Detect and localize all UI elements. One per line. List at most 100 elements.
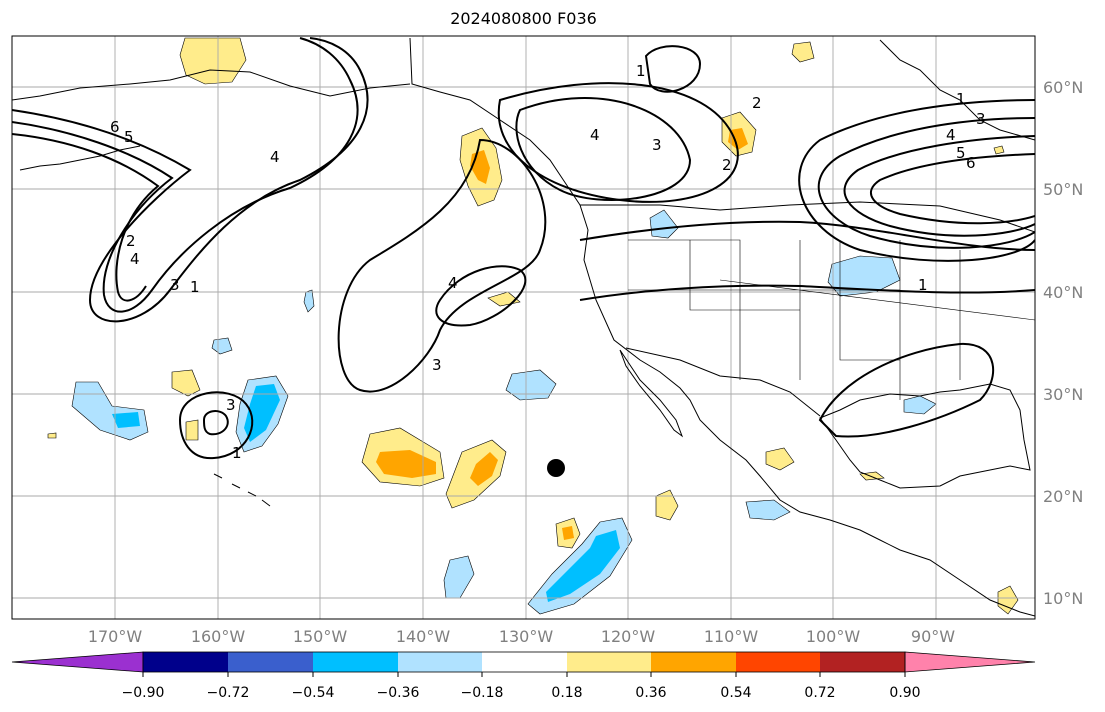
lon-label: 140°W bbox=[396, 627, 451, 646]
contour-line bbox=[12, 37, 359, 313]
positive-area bbox=[655, 489, 679, 521]
colorbar-tick-label: −0.90 bbox=[122, 685, 165, 701]
contour-label-group: 6 5 4 2 4 3 1 4 3 4 3 2 2 1 1 3 4 5 6 1 … bbox=[110, 62, 986, 462]
lon-label: 130°W bbox=[499, 627, 554, 646]
contour-line bbox=[337, 138, 547, 393]
contour-label: 6 bbox=[110, 118, 120, 136]
positive-area bbox=[791, 41, 815, 63]
contour-label: 1 bbox=[232, 444, 242, 462]
contour-label: 1 bbox=[636, 62, 646, 80]
lon-label: 110°W bbox=[704, 627, 759, 646]
contour-line bbox=[515, 97, 692, 201]
positive-area bbox=[470, 452, 498, 486]
contour-label: 3 bbox=[170, 276, 180, 294]
colorbar-tick-label: −0.54 bbox=[292, 685, 335, 701]
lat-label: 30°N bbox=[1043, 385, 1083, 404]
baja-coast bbox=[619, 349, 684, 438]
contour-line bbox=[435, 265, 527, 327]
contour-label: 5 bbox=[956, 144, 966, 162]
contour-label: 6 bbox=[966, 154, 976, 172]
grid-lines bbox=[12, 36, 1035, 619]
contour-line bbox=[818, 342, 994, 438]
colorbar-tick-label: −0.72 bbox=[207, 685, 250, 701]
lat-label: 50°N bbox=[1043, 180, 1083, 199]
shaded-fields bbox=[47, 37, 1019, 615]
lon-label: 160°W bbox=[191, 627, 246, 646]
contour-line bbox=[202, 410, 229, 436]
lon-label: 150°W bbox=[293, 627, 348, 646]
contour-label: 4 bbox=[130, 250, 140, 268]
contour-label: 1 bbox=[190, 278, 200, 296]
contour-line bbox=[843, 135, 1035, 237]
colorbar-segment bbox=[398, 652, 482, 672]
colorbar-segment bbox=[482, 652, 567, 672]
contour-line bbox=[579, 220, 1035, 251]
colorbar-tick-label: 0.36 bbox=[635, 685, 666, 701]
colorbar-segment bbox=[143, 652, 228, 672]
negative-area bbox=[827, 255, 901, 297]
contour-label: 3 bbox=[976, 110, 986, 128]
contour-label: 1 bbox=[918, 276, 928, 294]
colorbar: −0.90 −0.72 −0.54 −0.36 −0.18 0.18 0.36 … bbox=[11, 651, 1036, 701]
colorbar-segment bbox=[651, 652, 736, 672]
latitude-labels: 10°N 20°N 30°N 40°N 50°N 60°N bbox=[1043, 78, 1083, 608]
lat-label: 20°N bbox=[1043, 487, 1083, 506]
colorbar-tick-label: −0.18 bbox=[461, 685, 504, 701]
location-marker bbox=[547, 459, 565, 477]
positive-area bbox=[765, 447, 795, 471]
positive-area bbox=[185, 419, 199, 441]
negative-area bbox=[211, 337, 233, 355]
contour-label: 1 bbox=[956, 90, 966, 108]
alaska-coast bbox=[12, 69, 411, 101]
positive-area bbox=[171, 369, 201, 397]
negative-area bbox=[112, 412, 140, 428]
negative-area bbox=[244, 384, 280, 442]
contour-label: 3 bbox=[652, 136, 662, 154]
colorbar-segment bbox=[567, 652, 651, 672]
map-content bbox=[12, 36, 1035, 619]
us-state-lines bbox=[628, 239, 1035, 400]
contour-line bbox=[644, 45, 702, 93]
colorbar-extend-high bbox=[904, 651, 1036, 673]
positive-area bbox=[562, 526, 574, 540]
coastlines bbox=[12, 37, 1035, 617]
lat-label: 10°N bbox=[1043, 589, 1083, 608]
colorbar-segment bbox=[820, 652, 905, 672]
positive-area bbox=[47, 432, 57, 439]
contour-label: 2 bbox=[752, 94, 762, 112]
colorbar-tick-label: 0.18 bbox=[551, 685, 582, 701]
gulf-of-mexico-coast bbox=[819, 383, 1031, 489]
negative-area bbox=[903, 395, 937, 415]
positive-area bbox=[376, 450, 436, 478]
lat-label: 40°N bbox=[1043, 283, 1083, 302]
contour-line bbox=[12, 37, 369, 323]
contour-label: 4 bbox=[946, 126, 956, 144]
colorbar-segment bbox=[228, 652, 313, 672]
lon-label: 170°W bbox=[88, 627, 143, 646]
longitude-labels: 170°W 160°W 150°W 140°W 130°W 120°W 110°… bbox=[88, 627, 955, 646]
negative-area bbox=[546, 530, 620, 602]
lon-label: 100°W bbox=[806, 627, 861, 646]
positive-area bbox=[993, 145, 1005, 155]
north-america-coast bbox=[409, 37, 1035, 617]
hudson-bay-coast bbox=[879, 39, 1035, 141]
lat-label: 60°N bbox=[1043, 78, 1083, 97]
colorbar-ticks bbox=[142, 672, 906, 677]
contour-lines bbox=[12, 37, 1035, 460]
colorbar-tick-label: 0.54 bbox=[720, 685, 751, 701]
contour-line bbox=[817, 117, 1035, 249]
canada-border bbox=[580, 201, 1035, 233]
negative-area bbox=[649, 209, 679, 239]
lon-label: 120°W bbox=[601, 627, 656, 646]
colorbar-segment bbox=[736, 652, 820, 672]
contour-label: 4 bbox=[448, 274, 458, 292]
contour-line bbox=[869, 153, 1035, 225]
contour-line bbox=[12, 133, 160, 302]
colorbar-segment bbox=[313, 652, 398, 672]
contour-line bbox=[798, 99, 1035, 262]
contour-label: 4 bbox=[270, 148, 280, 166]
colorbar-extend-low bbox=[11, 651, 144, 673]
contour-label: 3 bbox=[226, 396, 236, 414]
contour-label: 3 bbox=[432, 356, 442, 374]
